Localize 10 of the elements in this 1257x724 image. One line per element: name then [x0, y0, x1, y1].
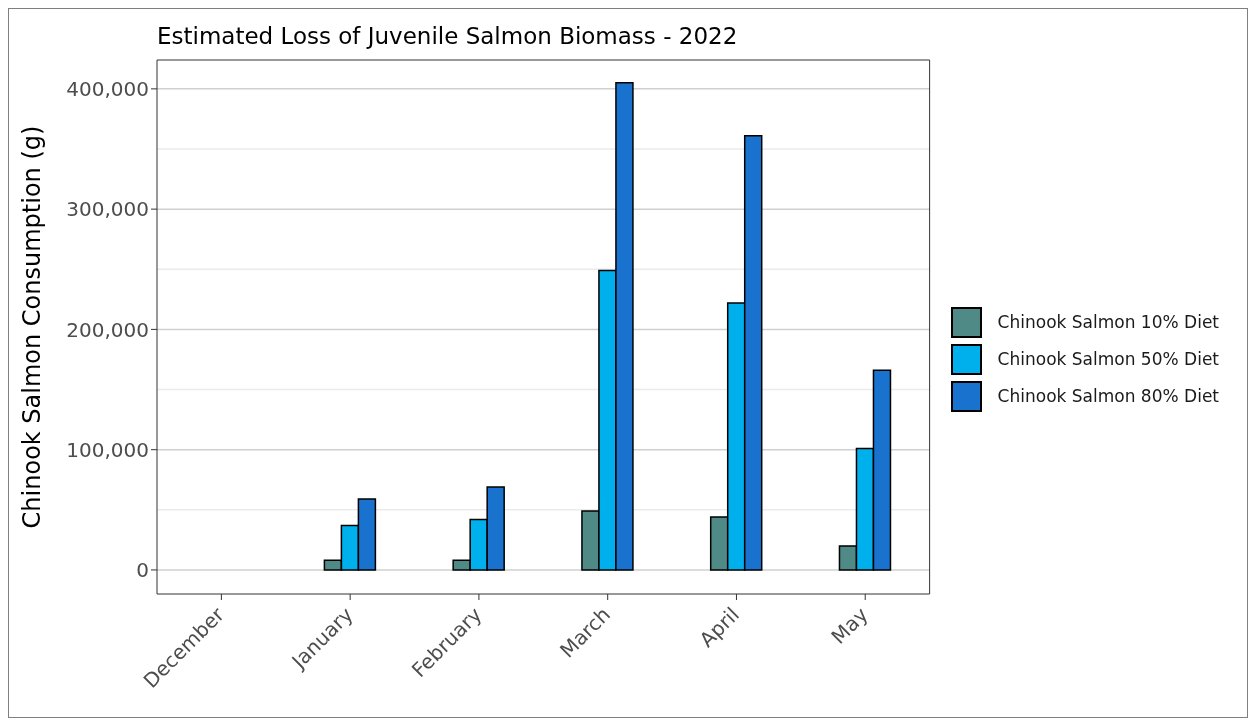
y-tick-label: 300,000 [66, 197, 149, 222]
y-tick-label: 100,000 [66, 437, 149, 462]
legend-label: Chinook Salmon 80% Diet [997, 386, 1219, 406]
legend-label: Chinook Salmon 10% Diet [997, 312, 1219, 332]
y-tick-label: 400,000 [66, 76, 149, 101]
chart-title: Estimated Loss of Juvenile Salmon Biomass - 2022 [157, 23, 738, 49]
y-tick-label: 200,000 [66, 317, 149, 342]
y-axis-title: Chinook Salmon Consumption (g) [17, 125, 46, 529]
legend-label: Chinook Salmon 50% Diet [997, 349, 1219, 369]
y-tick-label: 0 [136, 558, 149, 583]
